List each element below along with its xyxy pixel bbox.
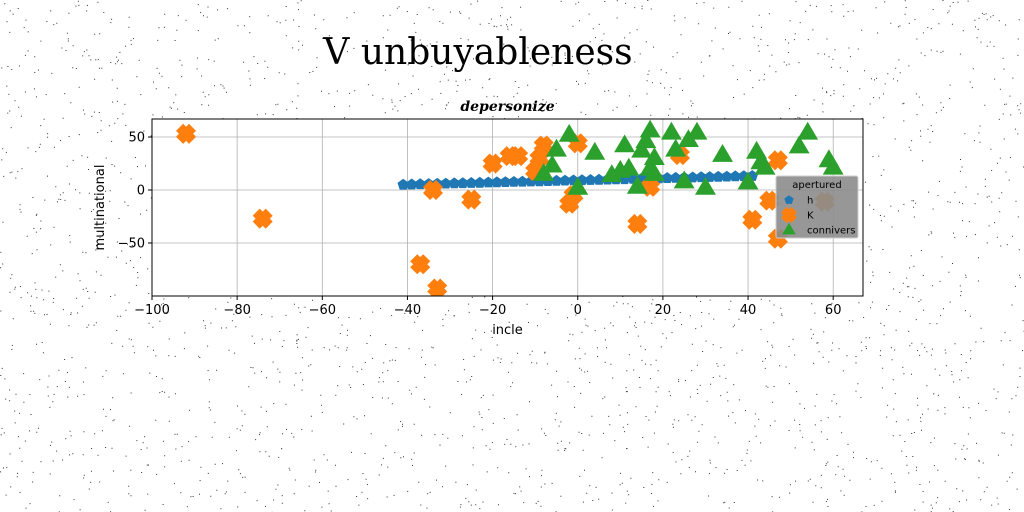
point-h [414, 178, 426, 190]
x-tick-label: 20 [655, 303, 672, 318]
point-h [584, 174, 597, 185]
plot-title: depersonize [460, 99, 554, 115]
point-connivers [541, 154, 563, 173]
x-tick-label: −100 [134, 303, 170, 318]
point-k [423, 180, 443, 200]
y-tick-label: −50 [118, 237, 145, 252]
x-tick-label: −20 [479, 303, 506, 318]
point-connivers [558, 123, 580, 142]
legend-title: apertured [792, 180, 841, 191]
point-k [252, 208, 273, 229]
point-h [712, 170, 724, 182]
point-connivers [788, 135, 810, 154]
point-k [482, 153, 503, 174]
point-connivers [626, 175, 648, 194]
point-k [410, 254, 431, 275]
point-connivers [673, 170, 695, 189]
point-h [491, 176, 503, 188]
point-k [742, 209, 763, 230]
point-connivers [686, 121, 708, 140]
point-h [721, 170, 733, 182]
legend-label-h: h [807, 196, 813, 207]
x-tick-label: −60 [309, 303, 336, 318]
x-tick-label: 40 [740, 303, 757, 318]
point-connivers [695, 176, 716, 195]
point-connivers [754, 156, 776, 175]
point-k [627, 213, 648, 234]
point-h [508, 176, 520, 187]
point-h [474, 176, 486, 188]
x-tick-label: −80 [223, 303, 250, 318]
point-connivers [643, 147, 665, 165]
point-connivers [737, 171, 759, 190]
point-h [550, 174, 563, 186]
x-tick-label: 0 [574, 303, 582, 318]
x-axis-label: incle [492, 323, 523, 338]
point-connivers [635, 130, 657, 149]
point-k [461, 189, 482, 210]
point-h [499, 176, 512, 187]
point-h [516, 175, 529, 187]
point-connivers [614, 134, 635, 153]
legend-marker-connivers [782, 222, 796, 235]
point-k [767, 150, 788, 171]
point-h [440, 177, 452, 189]
point-h [397, 178, 409, 190]
point-h [465, 177, 477, 188]
series-connivers [533, 119, 844, 195]
point-connivers [665, 138, 687, 157]
legend-label-connivers: connivers [807, 226, 855, 237]
point-connivers [567, 176, 589, 195]
point-h [482, 176, 494, 188]
y-tick-label: 0 [137, 184, 145, 199]
point-connivers [822, 156, 844, 175]
legend-marker-k [781, 207, 797, 223]
point-h [687, 171, 699, 183]
point-connivers [584, 141, 606, 160]
series-k [176, 123, 835, 296]
point-connivers [643, 163, 665, 181]
axes-frame [151, 118, 864, 297]
point-connivers [661, 121, 682, 140]
point-connivers [712, 144, 733, 162]
data-marks [176, 119, 844, 296]
y-axis-label: multinational [93, 165, 108, 251]
point-k [533, 135, 554, 156]
y-tick-label: 50 [128, 131, 145, 146]
point-h [670, 171, 682, 183]
point-h [704, 171, 716, 182]
point-k [176, 123, 197, 144]
point-h [406, 178, 418, 190]
point-h [448, 177, 460, 189]
point-connivers [639, 119, 661, 138]
point-connivers [618, 157, 640, 176]
point-connivers [546, 138, 567, 157]
x-tick-label: 60 [825, 303, 842, 318]
point-h [729, 170, 741, 182]
point-k [508, 146, 529, 167]
legend-box [775, 175, 859, 239]
point-h [559, 174, 571, 186]
point-k [427, 278, 448, 296]
x-tick-label: −40 [394, 303, 421, 318]
point-k [759, 190, 780, 211]
legend-marker-h [784, 195, 794, 204]
legend-label-k: K [807, 211, 814, 222]
point-connivers [631, 139, 653, 158]
point-h [457, 177, 469, 189]
axis-ticks: −100 −80 −60 −40 −20 0 20 40 60 −50 0 50 [118, 131, 842, 318]
point-connivers [797, 121, 819, 140]
figure-suptitle: V unbuyableness [323, 32, 633, 73]
